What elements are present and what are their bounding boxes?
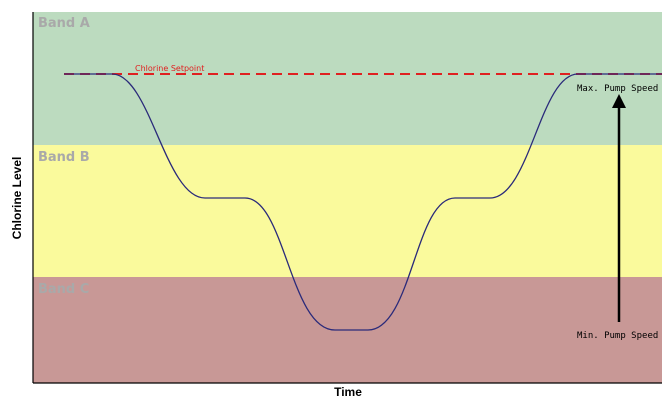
chlorine-setpoint-label: Chlorine Setpoint	[135, 64, 204, 73]
x-axis-title: Time	[334, 385, 362, 399]
band-c-label: Band C	[38, 282, 89, 297]
pump-speed-arrow-head	[612, 94, 626, 108]
band-a-region	[33, 12, 662, 145]
min-pump-speed-label: Min. Pump Speed	[577, 331, 658, 341]
y-axis-title: Chlorine Level	[10, 157, 24, 240]
band-b-region	[33, 145, 662, 277]
max-pump-speed-label: Max. Pump Speed	[577, 84, 658, 94]
band-b-label: Band B	[38, 150, 90, 165]
chlorine-level-curve	[64, 73, 662, 331]
band-a-label: Band A	[38, 16, 90, 31]
